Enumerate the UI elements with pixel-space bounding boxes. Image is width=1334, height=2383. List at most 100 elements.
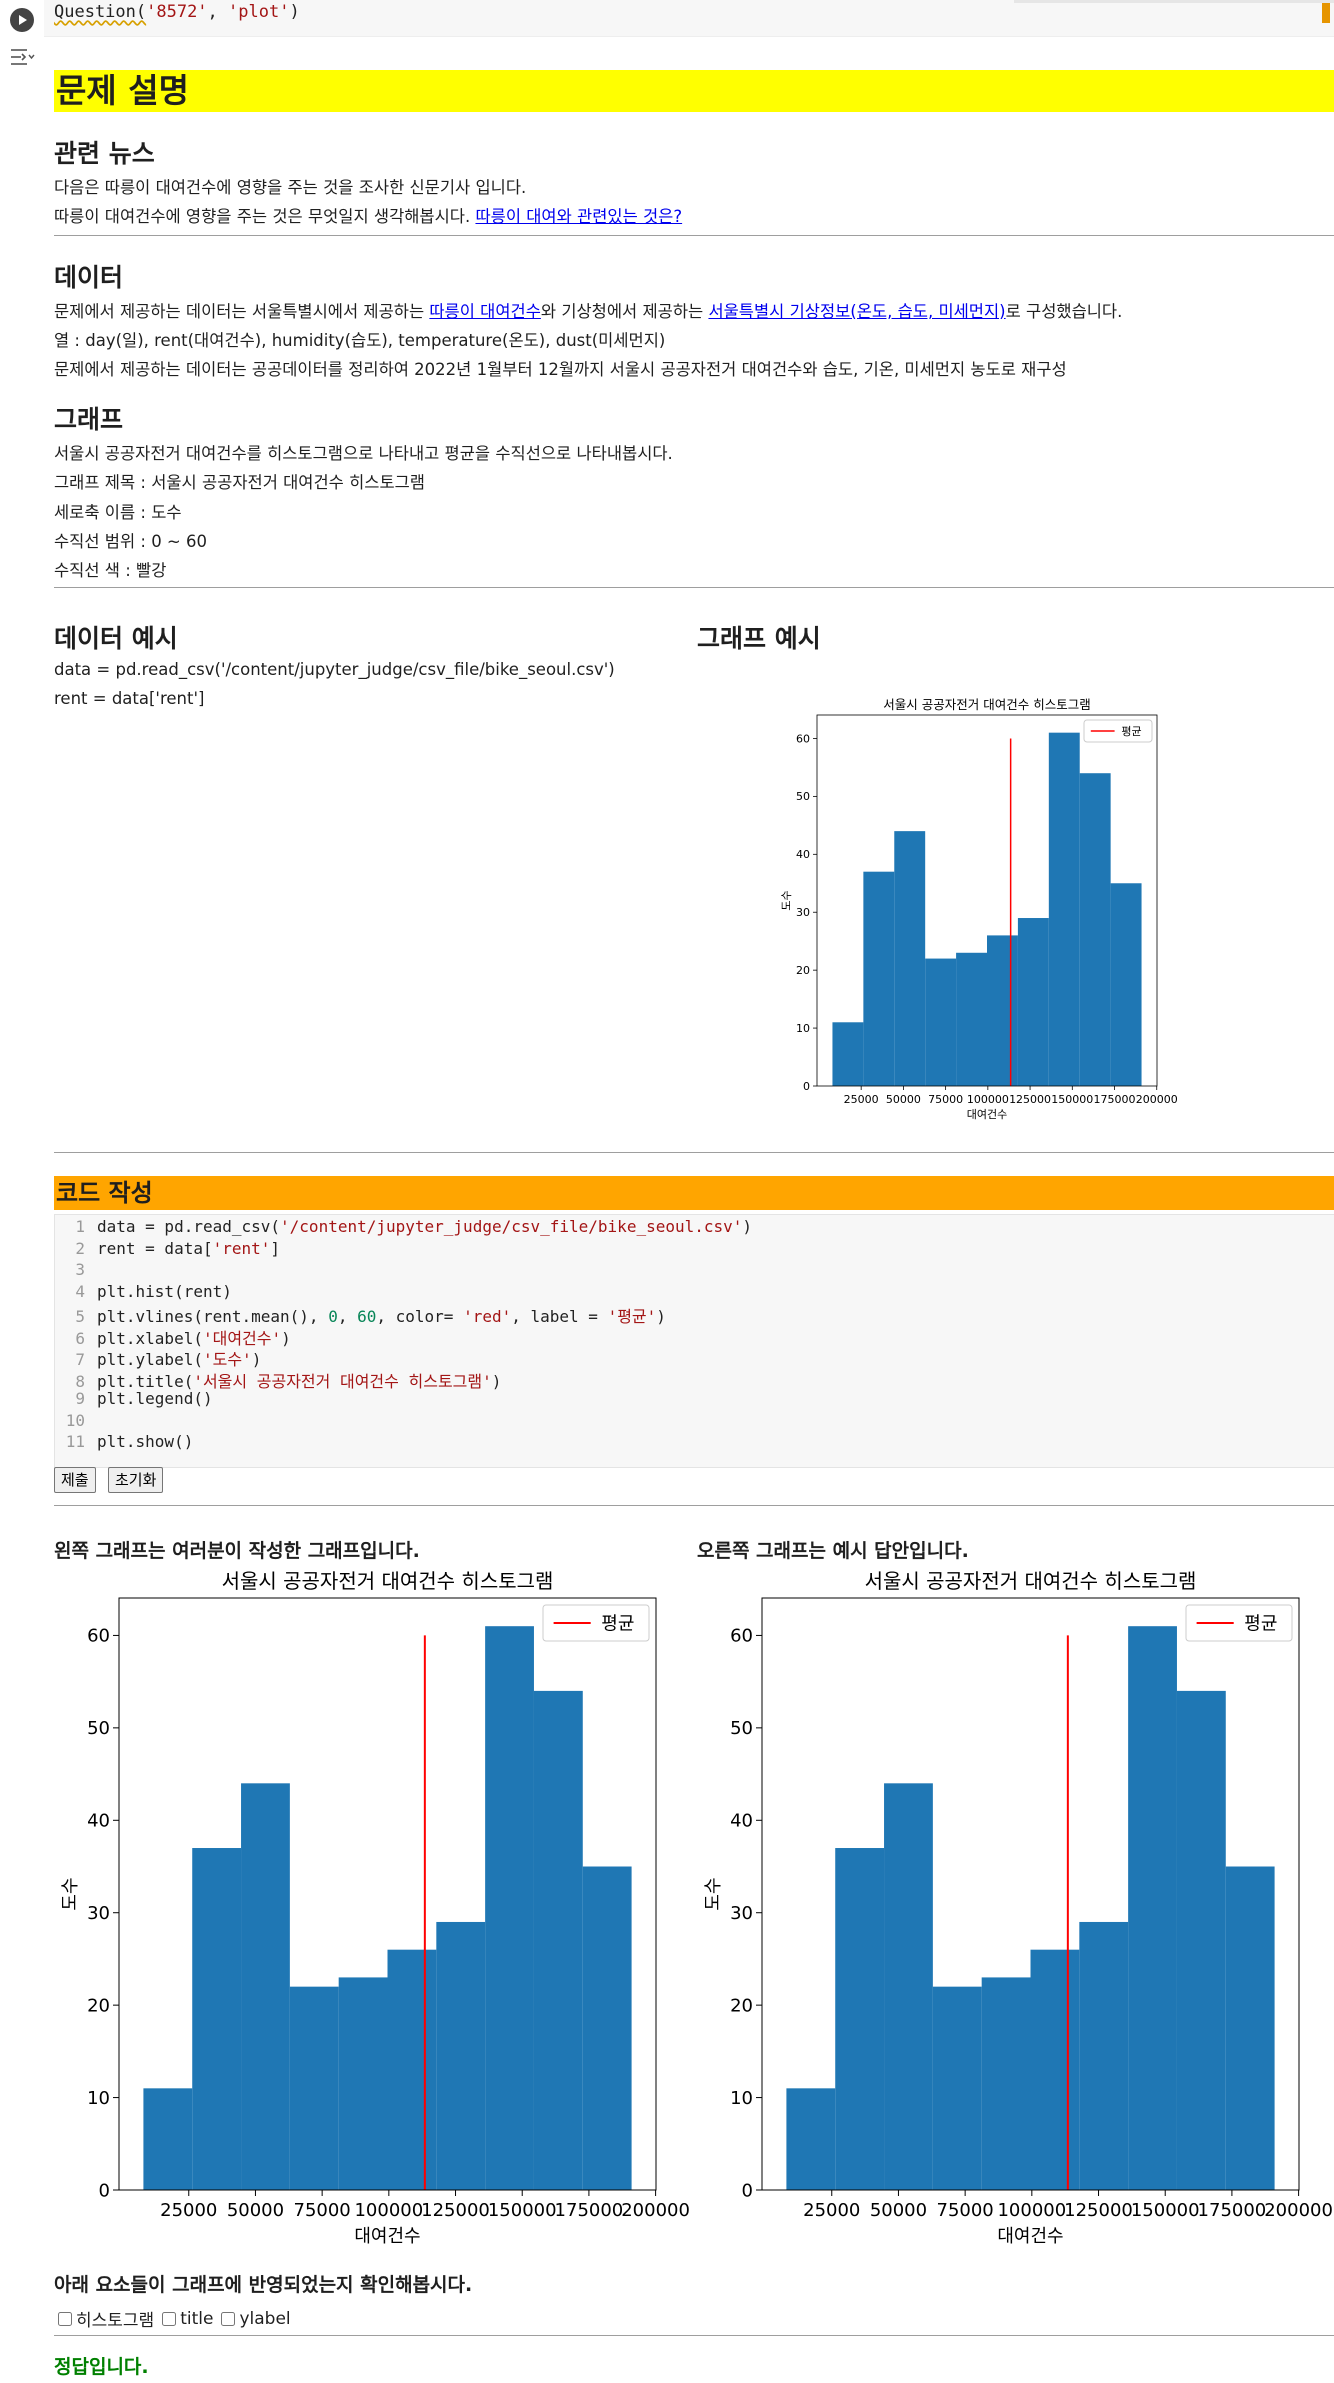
histogram-bar: [894, 831, 926, 1086]
right-chart-caption: 오른쪽 그래프는 예시 답안입니다.: [697, 1540, 969, 1562]
x-tick-label: 75000: [937, 2200, 994, 2221]
histogram-checkbox[interactable]: [58, 2311, 72, 2326]
code-text: rent = data['rent']: [97, 1239, 280, 1258]
line-number: 10: [65, 1410, 85, 1430]
graph-line-3: 세로축 이름 : 도수: [54, 503, 182, 522]
rental-data-link[interactable]: 따릉이 대여건수: [429, 302, 541, 321]
line-number: 11: [65, 1432, 85, 1451]
line-number: 2: [75, 1238, 85, 1258]
horizontal-scrollbar[interactable]: [1014, 0, 1334, 3]
code-editor-line[interactable]: 1 data = pd.read_csv('/content/jupyter_ju…: [55, 1217, 752, 1239]
divider: [54, 1152, 1334, 1153]
line-number: 5: [75, 1307, 85, 1326]
run-cell-button[interactable]: [10, 8, 34, 32]
x-tick-label: 150000: [1131, 2200, 1200, 2221]
code-token: ): [656, 1307, 666, 1326]
code-editor-line[interactable]: 11 plt.show(): [55, 1432, 194, 1454]
weather-data-link[interactable]: 서울특별시 기상정보(온도, 습도, 미세먼지): [708, 302, 1006, 321]
code-token: plt.ylabel(: [97, 1350, 203, 1369]
x-tick-label: 50000: [227, 2200, 284, 2221]
code-editor-line[interactable]: 7 plt.ylabel('도수'): [55, 1346, 262, 1369]
code-cell-input[interactable]: Question('8572', 'plot'): [44, 0, 1334, 37]
news-link[interactable]: 따릉이 대여와 관련있는 것은?: [475, 207, 683, 226]
left-chart-caption: 왼쪽 그래프는 여러분이 작성한 그래프입니다.: [54, 1540, 420, 1562]
x-tick-label: 25000: [803, 2200, 860, 2221]
code-token: ): [742, 1217, 753, 1236]
code-editor-line[interactable]: 5 plt.vlines(rent.mean(), 0, 60, color= '…: [55, 1303, 666, 1326]
reset-button[interactable]: 초기화: [108, 1467, 164, 1493]
code-editor-line[interactable]: 2 rent = data['rent']: [55, 1239, 280, 1261]
data-line-1-c: 로 구성했습니다.: [1005, 302, 1123, 321]
x-tick-label: 100000: [997, 2200, 1066, 2221]
y-tick-label: 30: [796, 906, 810, 919]
title-checkbox[interactable]: [162, 2311, 177, 2326]
x-axis-label: 대여건수: [997, 2226, 1063, 2247]
code-text: data = pd.read_csv('/content/jupyter_jud…: [97, 1217, 752, 1236]
line-number: 7: [75, 1350, 85, 1369]
histogram-bar: [863, 871, 895, 1086]
graph-heading: 그래프: [54, 405, 124, 434]
x-tick-label: 100000: [967, 1093, 1009, 1106]
output-toggle-button[interactable]: [9, 46, 35, 68]
y-tick-label: 0: [803, 1080, 810, 1093]
y-tick-label: 60: [87, 1626, 110, 1647]
y-tick-label: 0: [742, 2180, 753, 2201]
plot-frame: [118, 1597, 657, 2191]
code-editor-line[interactable]: 10: [55, 1411, 97, 1433]
code-token: ): [251, 1350, 262, 1369]
code-token: plt.vlines(rent.mean(),: [97, 1307, 329, 1326]
y-tick-label: 20: [87, 1995, 110, 2016]
histogram-bar: [832, 1022, 864, 1086]
histogram-bar: [1079, 773, 1111, 1086]
y-tick-label: 60: [730, 1626, 753, 1647]
code-editor-line[interactable]: 4 plt.hist(rent): [55, 1282, 232, 1304]
code-text: plt.show(): [97, 1432, 193, 1451]
ylabel-checkbox[interactable]: [221, 2311, 236, 2326]
histogram-bar: [835, 1848, 885, 2190]
y-tick-label: 50: [730, 1718, 753, 1739]
check-ylabel[interactable]: ylabel: [221, 2309, 291, 2329]
code-number: 60: [357, 1307, 377, 1326]
histogram-bar: [925, 958, 957, 1086]
y-tick-label: 10: [87, 2088, 110, 2109]
code-token: plt.title(: [97, 1371, 194, 1391]
divider: [54, 1505, 1334, 1506]
y-tick-label: 40: [796, 848, 810, 861]
graph-line-1: 서울시 공공자전거 대여건수를 히스토그램으로 나타내고 평균을 수직선으로 나…: [54, 444, 673, 463]
histogram-bar: [1128, 1626, 1177, 2190]
check-histogram[interactable]: 히스토그램: [58, 2306, 154, 2331]
x-tick-label: 50000: [870, 2200, 927, 2221]
data-heading: 데이터: [54, 263, 124, 292]
code-line: Question('8572', 'plot'): [54, 2, 300, 22]
code-token: ): [281, 1328, 291, 1348]
code-editor-line[interactable]: 3: [55, 1260, 97, 1282]
x-tick-label: 200000: [621, 2200, 690, 2221]
x-axis-label: 대여건수: [354, 2226, 420, 2247]
legend-box: [542, 1604, 650, 1642]
news-heading: 관련 뉴스: [54, 139, 155, 168]
chart-title: 서울시 공공자전거 대여건수 히스토그램: [222, 1569, 554, 1593]
play-icon: [19, 15, 27, 25]
code-editor-line[interactable]: 9 plt.legend(): [55, 1389, 212, 1411]
code-string: 'red': [463, 1307, 512, 1326]
code-editor[interactable]: 1 data = pd.read_csv('/content/jupyter_ju…: [54, 1214, 1334, 1468]
histogram-bar: [338, 1977, 388, 2190]
line-number: 4: [75, 1281, 85, 1301]
code-editor-line[interactable]: 8 plt.title('서울시 공공자전거 대여건수 히스토그램'): [55, 1368, 501, 1391]
histogram-bar: [1079, 1921, 1129, 2190]
check-title[interactable]: title: [162, 2309, 213, 2329]
histogram-bar: [1225, 1866, 1275, 2190]
check-prompt: 아래 요소들이 그래프에 반영되었는지 확인해봅시다.: [54, 2274, 473, 2296]
x-tick-label: 150000: [1051, 1093, 1093, 1106]
x-tick-label: 75000: [294, 2200, 351, 2221]
graph-line-4: 수직선 범위 : 0 ~ 60: [54, 532, 208, 551]
x-tick-label: 175000: [1094, 1093, 1136, 1106]
code-string: 'rent': [212, 1238, 271, 1258]
example-data-heading: 데이터 예시: [54, 624, 178, 653]
submit-button[interactable]: 제출: [54, 1467, 96, 1493]
code-editor-line[interactable]: 6 plt.xlabel('대여건수'): [55, 1325, 291, 1348]
y-tick-label: 50: [796, 790, 810, 803]
y-tick-label: 10: [796, 1022, 810, 1035]
check-list: 히스토그램 title ylabel: [58, 2306, 299, 2331]
line-number: 3: [75, 1260, 85, 1279]
